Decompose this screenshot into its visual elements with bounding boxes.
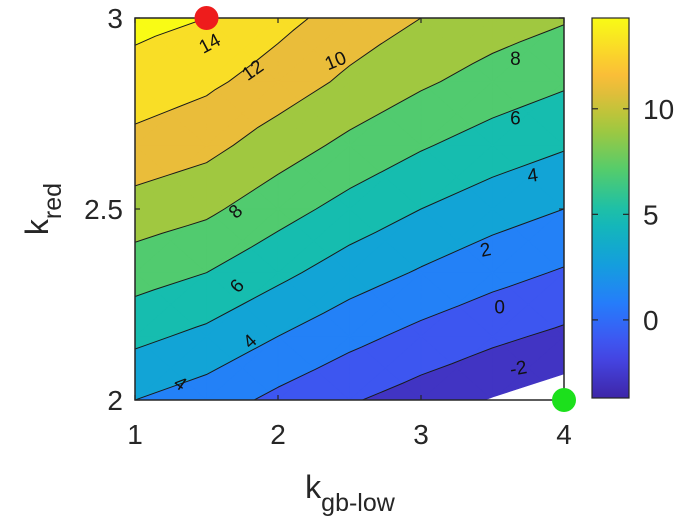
contour-lines bbox=[135, 18, 564, 400]
contour-line bbox=[135, 18, 309, 125]
x-axis-label-sub: gb-low bbox=[321, 489, 396, 517]
x-tick-label: 3 bbox=[413, 419, 429, 450]
min-point-marker bbox=[552, 388, 576, 412]
axes: 1 2 3 422.53 bbox=[84, 3, 572, 450]
y-axis-label: kred bbox=[19, 183, 67, 235]
y-tick-label: 3 bbox=[107, 3, 123, 34]
colorbar-tick-label: 5 bbox=[643, 199, 659, 230]
contour-label: 8 bbox=[510, 49, 521, 70]
x-axis-label: kgb-low bbox=[305, 469, 396, 517]
contour-line bbox=[135, 90, 564, 298]
colorbar-tick-label: 0 bbox=[643, 305, 659, 336]
markers bbox=[194, 6, 576, 412]
contour-line bbox=[135, 18, 207, 46]
contour-line bbox=[362, 324, 564, 400]
colorbar: 0 5 10 bbox=[591, 17, 674, 399]
contour-line bbox=[253, 266, 564, 400]
y-tick-label: 2 bbox=[107, 385, 123, 416]
x-tick-label: 4 bbox=[556, 419, 572, 450]
contour-label: 0 bbox=[494, 297, 505, 318]
max-point-marker bbox=[194, 6, 219, 30]
contour-fills bbox=[135, 18, 564, 400]
contour-label: 4 bbox=[526, 165, 540, 187]
contour-label: 2 bbox=[478, 239, 493, 262]
contour-label: 6 bbox=[510, 108, 521, 129]
contour-line bbox=[135, 150, 564, 350]
y-axis-label-sub: red bbox=[39, 183, 67, 219]
x-tick-label: 1 bbox=[127, 419, 143, 450]
contour-line bbox=[135, 208, 564, 400]
contour-label: -2 bbox=[508, 357, 528, 381]
colorbar-gradient bbox=[591, 17, 630, 399]
x-tick-label: 2 bbox=[270, 419, 286, 450]
y-tick-label: 2.5 bbox=[84, 194, 123, 225]
contour-line bbox=[135, 24, 564, 243]
colorbar-tick-label: 10 bbox=[643, 94, 674, 125]
contour-line bbox=[135, 18, 422, 187]
contour-band bbox=[362, 324, 564, 400]
